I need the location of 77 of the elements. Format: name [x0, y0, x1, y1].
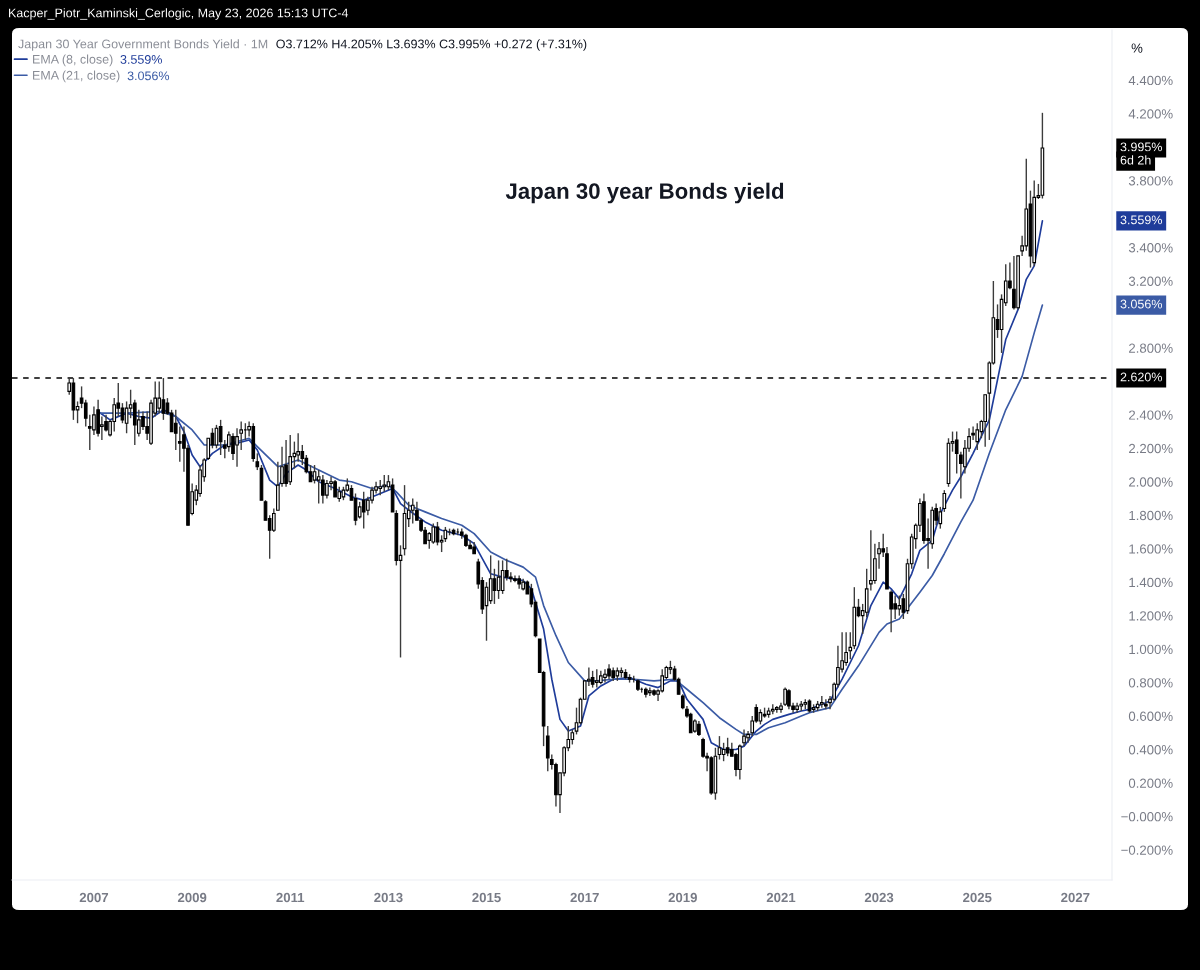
x-tick-label: 2019 [668, 892, 697, 903]
y-tick-label: 3.200% [1128, 276, 1173, 286]
annotation: O3.712% H4.205% L3.693% C3.995% +0.272 (+7.31%) [276, 39, 587, 51]
candlestick [157, 380, 162, 414]
y-tick-label: 2.000% [1129, 477, 1173, 487]
candlestick [96, 399, 100, 438]
candlestick [431, 522, 436, 545]
candlestick [321, 474, 325, 505]
text: Kacper_Piotr_Kaminski_Cerlogic, May 23, 2026 15:13 UTC-4 [9, 8, 349, 20]
y-tick-label: 0.800% [1128, 678, 1173, 688]
candlestick [603, 668, 607, 684]
x-tick-label: 2021 [766, 892, 796, 903]
y-tick-label: 2.800% [1129, 343, 1173, 353]
annotation: 3.056% [127, 71, 170, 81]
candlestick [594, 668, 599, 689]
y-tick-label: 1.400% [1129, 577, 1173, 588]
candlestick [492, 568, 497, 605]
x-tick-label: 2007 [79, 892, 109, 903]
annotation: 3.559% [120, 55, 162, 64]
candlestick [312, 464, 317, 485]
candlestick [975, 422, 980, 451]
y-tick-label: 0.400% [1128, 745, 1173, 755]
candlestick [92, 405, 96, 436]
legend-label: EMA (8, close) [33, 54, 113, 67]
candlestick [132, 399, 137, 446]
text: 3.995% [1120, 142, 1162, 152]
text: Japan 30 year Bonds yield [505, 182, 784, 204]
x-tick-label: 2027 [1061, 892, 1090, 903]
x-tick-label: 2011 [276, 892, 305, 903]
candlestick [508, 571, 513, 583]
candlestick [721, 742, 726, 762]
candlestick [284, 439, 288, 488]
candlestick [787, 688, 791, 711]
candlestick [500, 559, 505, 595]
legend-label: EMA (21, close) [33, 70, 120, 83]
candlestick [1012, 255, 1016, 311]
y-tick-label: 2.400% [1129, 410, 1173, 420]
y-axis-title: % [1131, 43, 1143, 53]
candlestick [488, 554, 493, 605]
y-tick-label: −0.200% [1121, 845, 1173, 855]
y-tick-label: 1.000% [1129, 644, 1173, 655]
y-tick-label: 4.400% [1128, 75, 1173, 86]
candlestick [725, 737, 730, 757]
candlestick [325, 479, 329, 500]
candlestick [889, 589, 893, 634]
y-tick-label: 0.600% [1128, 711, 1173, 721]
candlestick [316, 469, 321, 505]
text: 3.559% [1120, 215, 1162, 225]
y-tick-label: 4.200% [1128, 109, 1173, 119]
text: 3.056% [1120, 299, 1162, 309]
y-tick-label: −0.000% [1121, 811, 1173, 822]
y-tick-label: 1.200% [1129, 611, 1173, 621]
x-tick-label: 2025 [963, 892, 992, 903]
x-tick-label: 2023 [864, 892, 894, 903]
x-tick-label: 2013 [374, 892, 403, 903]
y-tick-label: 0.200% [1128, 778, 1173, 788]
x-tick-label: 2009 [177, 892, 207, 903]
candlestick [824, 698, 828, 711]
ref-line-label: 2.620% [1120, 372, 1162, 382]
y-tick-label: 3.400% [1128, 243, 1173, 253]
candlestick [496, 559, 501, 600]
candlestick [410, 497, 415, 525]
candlestick [893, 594, 898, 620]
candlestick [218, 419, 223, 456]
y-tick-label: 1.600% [1129, 544, 1173, 554]
candlestick [112, 397, 117, 433]
candlestick [177, 425, 182, 463]
x-tick-label: 2015 [472, 892, 501, 903]
text: Japan 30 Year Government Bonds Yield · 1M [18, 39, 268, 51]
text: 6d 2h [1120, 155, 1151, 165]
y-tick-label: 1.800% [1129, 510, 1173, 521]
y-tick-label: 2.200% [1129, 443, 1173, 454]
candlestick [120, 402, 125, 424]
x-tick-label: 2017 [570, 892, 599, 903]
y-tick-label: 3.800% [1128, 176, 1173, 186]
candlestick [897, 594, 902, 617]
candlestick [819, 695, 824, 709]
